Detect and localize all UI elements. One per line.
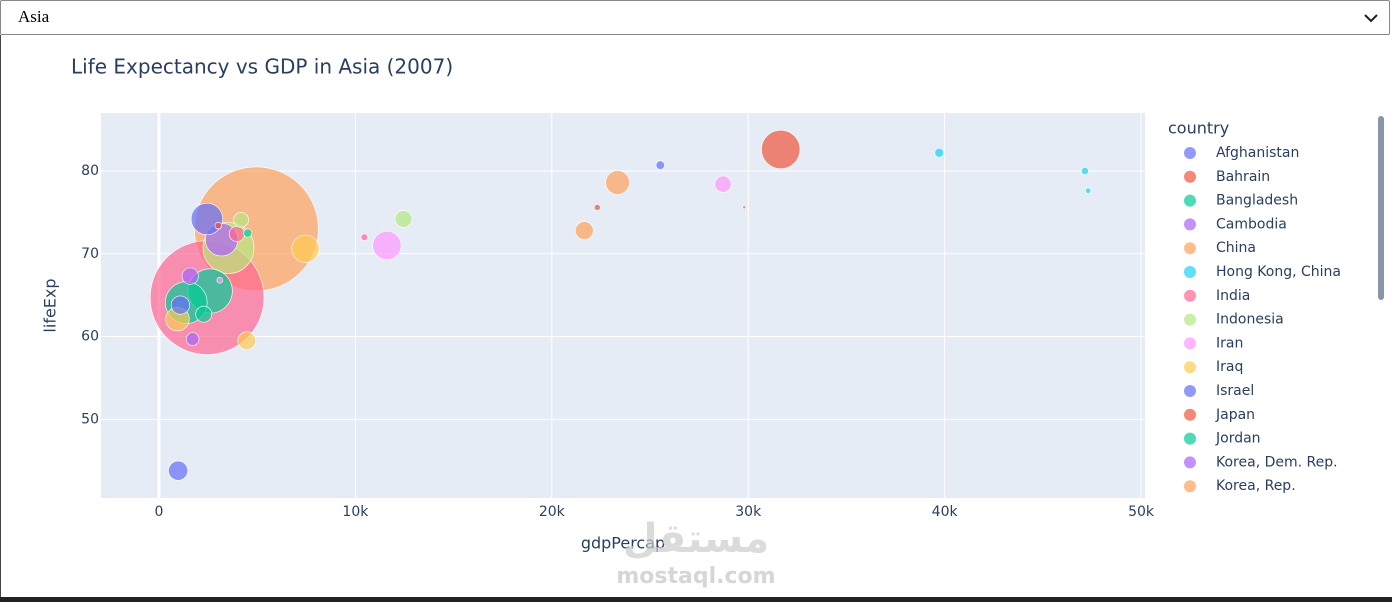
bubble <box>243 228 253 238</box>
bubble <box>934 147 945 158</box>
chart-title: Life Expectancy vs GDP in Asia (2007) <box>71 55 453 79</box>
bubble <box>195 305 213 323</box>
bubble <box>1085 187 1092 194</box>
legend-swatch <box>1184 194 1196 207</box>
legend-swatch <box>1184 361 1196 374</box>
bubble <box>1080 166 1089 175</box>
legend-label[interactable]: India <box>1216 288 1250 304</box>
legend-label[interactable]: Bangladesh <box>1216 193 1298 209</box>
legend-label[interactable]: Indonesia <box>1216 312 1284 328</box>
legend-label[interactable]: Hong Kong, China <box>1216 264 1341 280</box>
legend-swatch <box>1184 218 1196 231</box>
bubble <box>190 202 223 236</box>
legend-label[interactable]: Japan <box>1215 407 1255 423</box>
legend-label[interactable]: Afghanistan <box>1216 145 1299 161</box>
dropdown-value: Asia <box>18 7 50 26</box>
y-tick-label: 70 <box>81 246 99 262</box>
y-tick-label: 80 <box>81 163 99 179</box>
legend-swatch <box>1184 456 1196 469</box>
legend-label[interactable]: Iran <box>1216 335 1243 351</box>
markers <box>149 129 1092 481</box>
legend-swatch <box>1184 337 1196 350</box>
legend-label[interactable]: Cambodia <box>1216 216 1287 232</box>
chart: Life Expectancy vs GDP in Asia (2007) 0 1… <box>41 55 1384 589</box>
bubble <box>655 160 665 170</box>
y-tick-label: 60 <box>81 329 99 345</box>
legend-swatch <box>1184 289 1196 302</box>
bubble <box>170 295 190 315</box>
x-axis-title: gdpPercap <box>581 534 665 553</box>
legend-title: country <box>1168 119 1229 138</box>
bubble <box>714 175 732 193</box>
y-tick-label: 50 <box>81 411 99 427</box>
legend-label[interactable]: Korea, Rep. <box>1216 478 1296 494</box>
region-dropdown[interactable]: Asia <box>0 0 1390 35</box>
legend-swatch <box>1184 170 1196 183</box>
bubble <box>605 170 630 195</box>
bubble <box>185 332 200 346</box>
bubble <box>168 460 189 481</box>
bubble <box>216 277 223 284</box>
watermark: mostaql.com <box>616 564 775 589</box>
x-tick-label: 0 <box>154 504 163 520</box>
legend-swatch <box>1184 385 1196 397</box>
bubble <box>394 210 413 228</box>
bubble <box>291 234 320 263</box>
watermark: مستقل <box>623 516 769 562</box>
footer-bar <box>0 597 1392 602</box>
legend-label[interactable]: China <box>1216 240 1256 256</box>
legend-swatch <box>1184 313 1196 326</box>
legend-swatch <box>1184 432 1196 445</box>
legend-label[interactable]: Israel <box>1216 383 1254 399</box>
legend-scrollbar[interactable] <box>1378 116 1384 300</box>
bubble <box>228 225 245 242</box>
x-tick-label: 50k <box>1128 504 1155 520</box>
legend-label[interactable]: Korea, Dem. Rep. <box>1216 454 1338 470</box>
x-tick-label: 20k <box>539 504 566 520</box>
legend-label[interactable]: Bahrain <box>1216 169 1270 185</box>
bubble <box>742 205 747 210</box>
legend-swatch <box>1184 480 1196 493</box>
legend-swatch <box>1184 242 1196 255</box>
bubble <box>237 331 257 350</box>
bubble <box>181 267 199 285</box>
x-tick-label: 10k <box>342 504 369 520</box>
chevron <box>1364 14 1378 23</box>
legend-swatch <box>1184 147 1196 159</box>
x-tick-label: 30k <box>735 504 762 520</box>
bubble <box>372 230 402 261</box>
y-axis-title: lifeExp <box>41 278 60 332</box>
legend-label[interactable]: Jordan <box>1215 431 1261 447</box>
legend-label[interactable]: Iraq <box>1216 359 1243 375</box>
frame <box>0 35 1392 597</box>
bubble <box>575 221 594 240</box>
bubble <box>360 233 369 241</box>
legend-swatch <box>1184 408 1196 421</box>
bubble <box>214 221 223 230</box>
x-tick-label: 40k <box>932 504 959 520</box>
bubble <box>233 212 249 228</box>
legend-swatch <box>1184 266 1196 278</box>
bubble <box>761 129 801 170</box>
bubble <box>593 204 601 211</box>
